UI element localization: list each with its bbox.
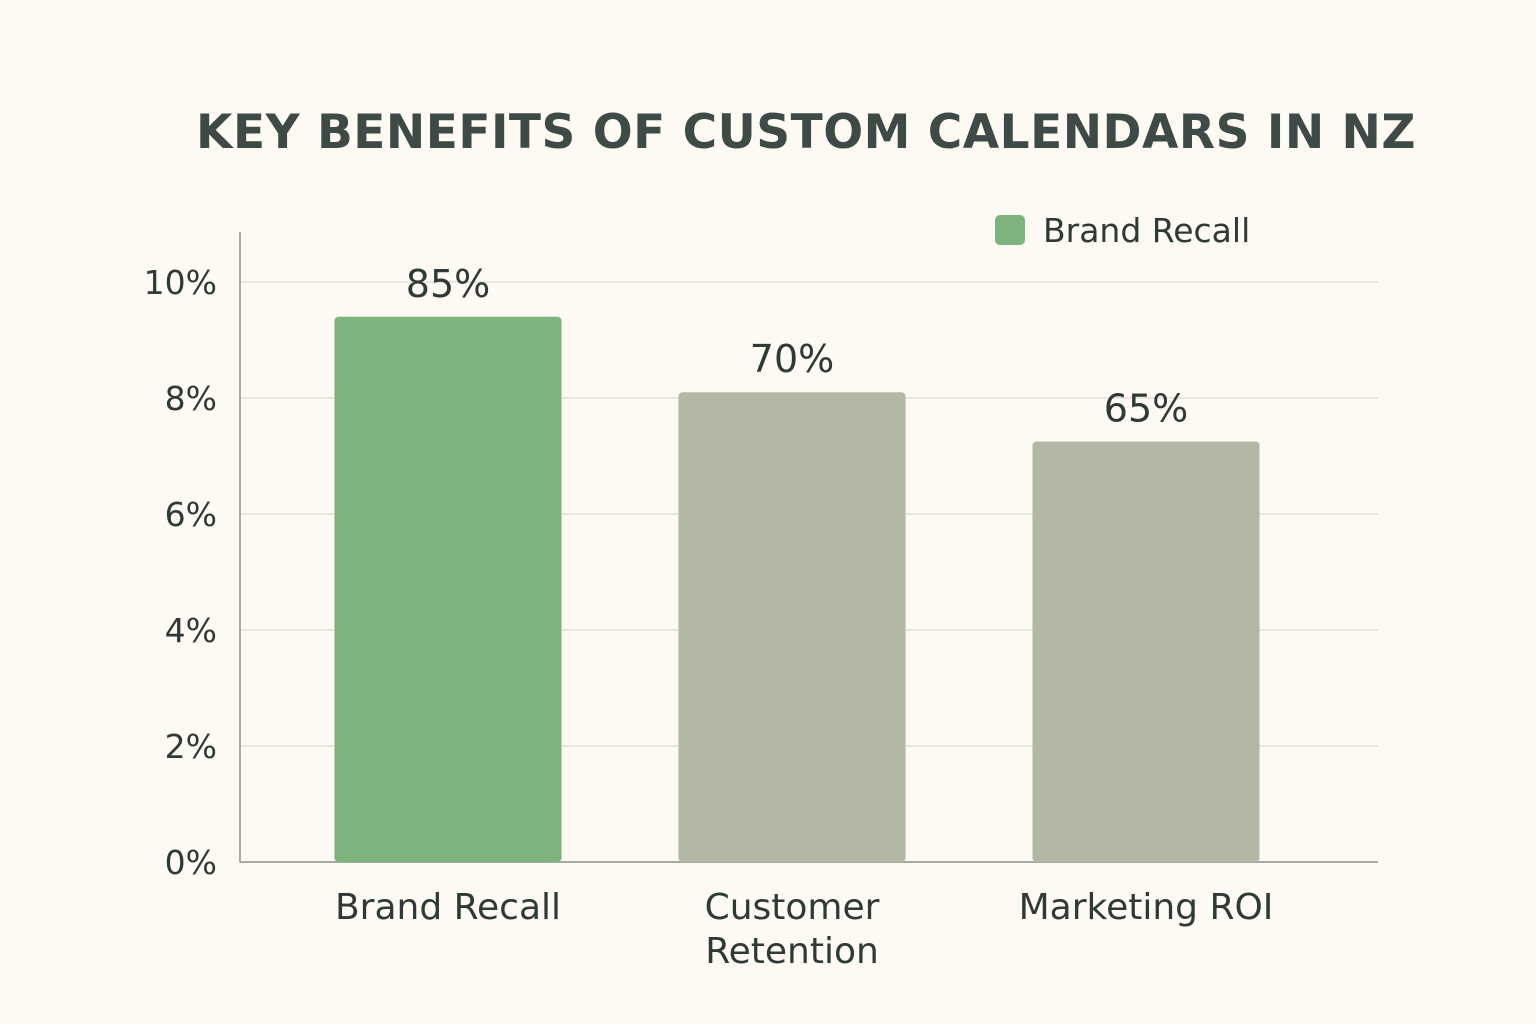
data-label: 65% bbox=[1104, 387, 1188, 431]
chart-title: KEY BENEFITS OF CUSTOM CALENDARS IN NZ bbox=[196, 105, 1416, 160]
bars bbox=[334, 316, 1260, 862]
x-tick-label-line: Brand Recall bbox=[335, 887, 561, 928]
x-tick-label: Marketing ROI bbox=[1019, 887, 1274, 928]
y-tick-label: 10% bbox=[144, 263, 217, 302]
x-tick-label: Customer Retention bbox=[705, 887, 880, 972]
x-tick-label-line: Marketing ROI bbox=[1019, 887, 1274, 928]
legend-swatch bbox=[995, 215, 1025, 245]
x-tick-label-line: Retention bbox=[705, 931, 879, 972]
y-tick-label: 2% bbox=[165, 727, 217, 766]
y-tick-label: 8% bbox=[165, 379, 217, 418]
legend-label: Brand Recall bbox=[1043, 211, 1250, 250]
bar bbox=[1032, 441, 1260, 862]
y-tick-label: 4% bbox=[165, 611, 217, 650]
y-tick-label: 0% bbox=[165, 843, 217, 882]
bar bbox=[678, 392, 906, 862]
y-tick-label: 6% bbox=[165, 495, 217, 534]
data-label: 85% bbox=[406, 262, 490, 306]
labels: 85% Brand Recall 70% Customer Retention 65% Ma… bbox=[335, 262, 1273, 972]
x-tick-label-line: Customer bbox=[705, 887, 880, 928]
legend: Brand Recall bbox=[995, 211, 1250, 250]
data-label: 70% bbox=[750, 337, 834, 381]
bar bbox=[334, 316, 562, 862]
x-tick-label: Brand Recall bbox=[335, 887, 561, 928]
